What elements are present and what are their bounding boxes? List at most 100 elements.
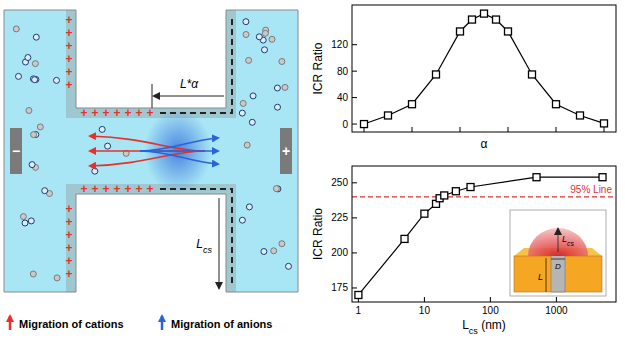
legend-arrow xyxy=(161,316,164,330)
data-point xyxy=(452,188,459,195)
y-tick-label: 225 xyxy=(331,212,348,223)
y-tick xyxy=(352,44,357,45)
cation xyxy=(54,275,60,281)
reference-line xyxy=(352,196,616,197)
inset-channel xyxy=(551,252,565,292)
cation xyxy=(279,241,285,247)
y-tick xyxy=(352,287,357,288)
anion xyxy=(243,19,249,25)
x-tick xyxy=(412,127,413,132)
anion xyxy=(54,77,60,83)
cation xyxy=(240,100,246,106)
anion xyxy=(261,249,267,255)
data-point xyxy=(505,28,512,35)
y-tick-label: 40 xyxy=(337,92,349,103)
y-tick-label: 0 xyxy=(342,119,348,130)
anion xyxy=(42,188,48,194)
reference-label: 95% Line xyxy=(570,184,612,195)
cation xyxy=(32,61,38,67)
surface-charge: + xyxy=(65,267,72,281)
dimension-arrow xyxy=(219,198,220,288)
surface-charge: + xyxy=(65,215,72,229)
anion xyxy=(16,73,22,79)
y-axis-title: ICR Ratio xyxy=(311,42,325,94)
surface-charge: + xyxy=(65,13,72,27)
data-point xyxy=(533,174,540,181)
cation xyxy=(282,84,288,90)
data-point xyxy=(553,101,560,108)
cation xyxy=(269,36,275,42)
anion xyxy=(33,34,39,40)
y-axis-title: ICR Ratio xyxy=(311,208,325,260)
x-axis-title: Lcs (nm) xyxy=(462,318,506,336)
data-point xyxy=(599,174,606,181)
data-point xyxy=(401,235,408,242)
surface-charge: + xyxy=(113,182,120,196)
surface-charge: + xyxy=(65,202,72,216)
anion xyxy=(239,110,245,116)
data-point xyxy=(601,120,608,127)
inset-dim xyxy=(546,258,547,292)
cation xyxy=(30,271,36,277)
cation xyxy=(13,26,19,32)
wall-band xyxy=(71,10,231,113)
x-tick xyxy=(424,297,425,302)
cation xyxy=(37,124,43,130)
surface-charge: + xyxy=(65,241,72,255)
legend-arrow xyxy=(9,316,12,330)
y-tick xyxy=(352,182,357,183)
inset-frame xyxy=(510,210,606,296)
cation xyxy=(20,214,26,220)
x-axis-title-part: (nm) xyxy=(478,318,506,332)
surface-charge: + xyxy=(65,78,72,92)
data-point xyxy=(421,210,428,217)
data-point xyxy=(469,16,476,23)
surface-charge: + xyxy=(91,106,98,120)
x-tick xyxy=(460,127,461,132)
dimension-arrow xyxy=(154,96,224,97)
y-tick-label: 120 xyxy=(331,39,348,50)
length-label: L*α xyxy=(180,77,199,91)
anion xyxy=(256,34,262,40)
surface-charge: + xyxy=(146,182,153,196)
diagram: ++++++++++++++++++++++++++−+L*αLcsMigrat… xyxy=(4,10,298,330)
inset-dim xyxy=(551,259,565,260)
anion xyxy=(25,55,31,61)
plot-frame xyxy=(352,5,616,132)
surface-charge: + xyxy=(65,39,72,53)
inset-label: Lcs xyxy=(562,234,574,247)
anion xyxy=(92,168,98,174)
surface-charge: + xyxy=(124,106,131,120)
anion xyxy=(239,217,245,223)
anion xyxy=(246,204,252,210)
wall-band xyxy=(71,189,231,292)
data-point xyxy=(457,28,464,35)
cap-length-label-part: L xyxy=(196,237,203,251)
inset: LcsDL xyxy=(510,210,606,296)
y-tick-label: 200 xyxy=(331,247,348,258)
surface-charge: + xyxy=(65,254,72,268)
x-tick-label: 1000 xyxy=(545,305,568,316)
data-point xyxy=(361,121,368,128)
data-point xyxy=(385,112,392,119)
data-point xyxy=(467,184,474,191)
y-tick-label: 175 xyxy=(331,282,348,293)
series-line xyxy=(364,14,604,124)
y-tick xyxy=(352,71,357,72)
cation xyxy=(31,132,37,138)
anion xyxy=(250,93,256,99)
cation xyxy=(26,108,32,114)
plot-area xyxy=(352,174,616,299)
surface-charge: + xyxy=(80,182,87,196)
figure: ++++++++++++++++++++++++++−+L*αLcsMigrat… xyxy=(0,0,625,338)
electrode-sign: + xyxy=(282,143,290,159)
data-point xyxy=(481,10,488,17)
cation xyxy=(244,142,250,148)
data-point xyxy=(441,192,448,199)
inset-label: D xyxy=(555,262,561,271)
surface-charge: + xyxy=(113,106,120,120)
dimension-tick xyxy=(152,84,153,108)
cation xyxy=(246,57,252,63)
anion xyxy=(99,126,105,132)
data-point xyxy=(577,112,584,119)
